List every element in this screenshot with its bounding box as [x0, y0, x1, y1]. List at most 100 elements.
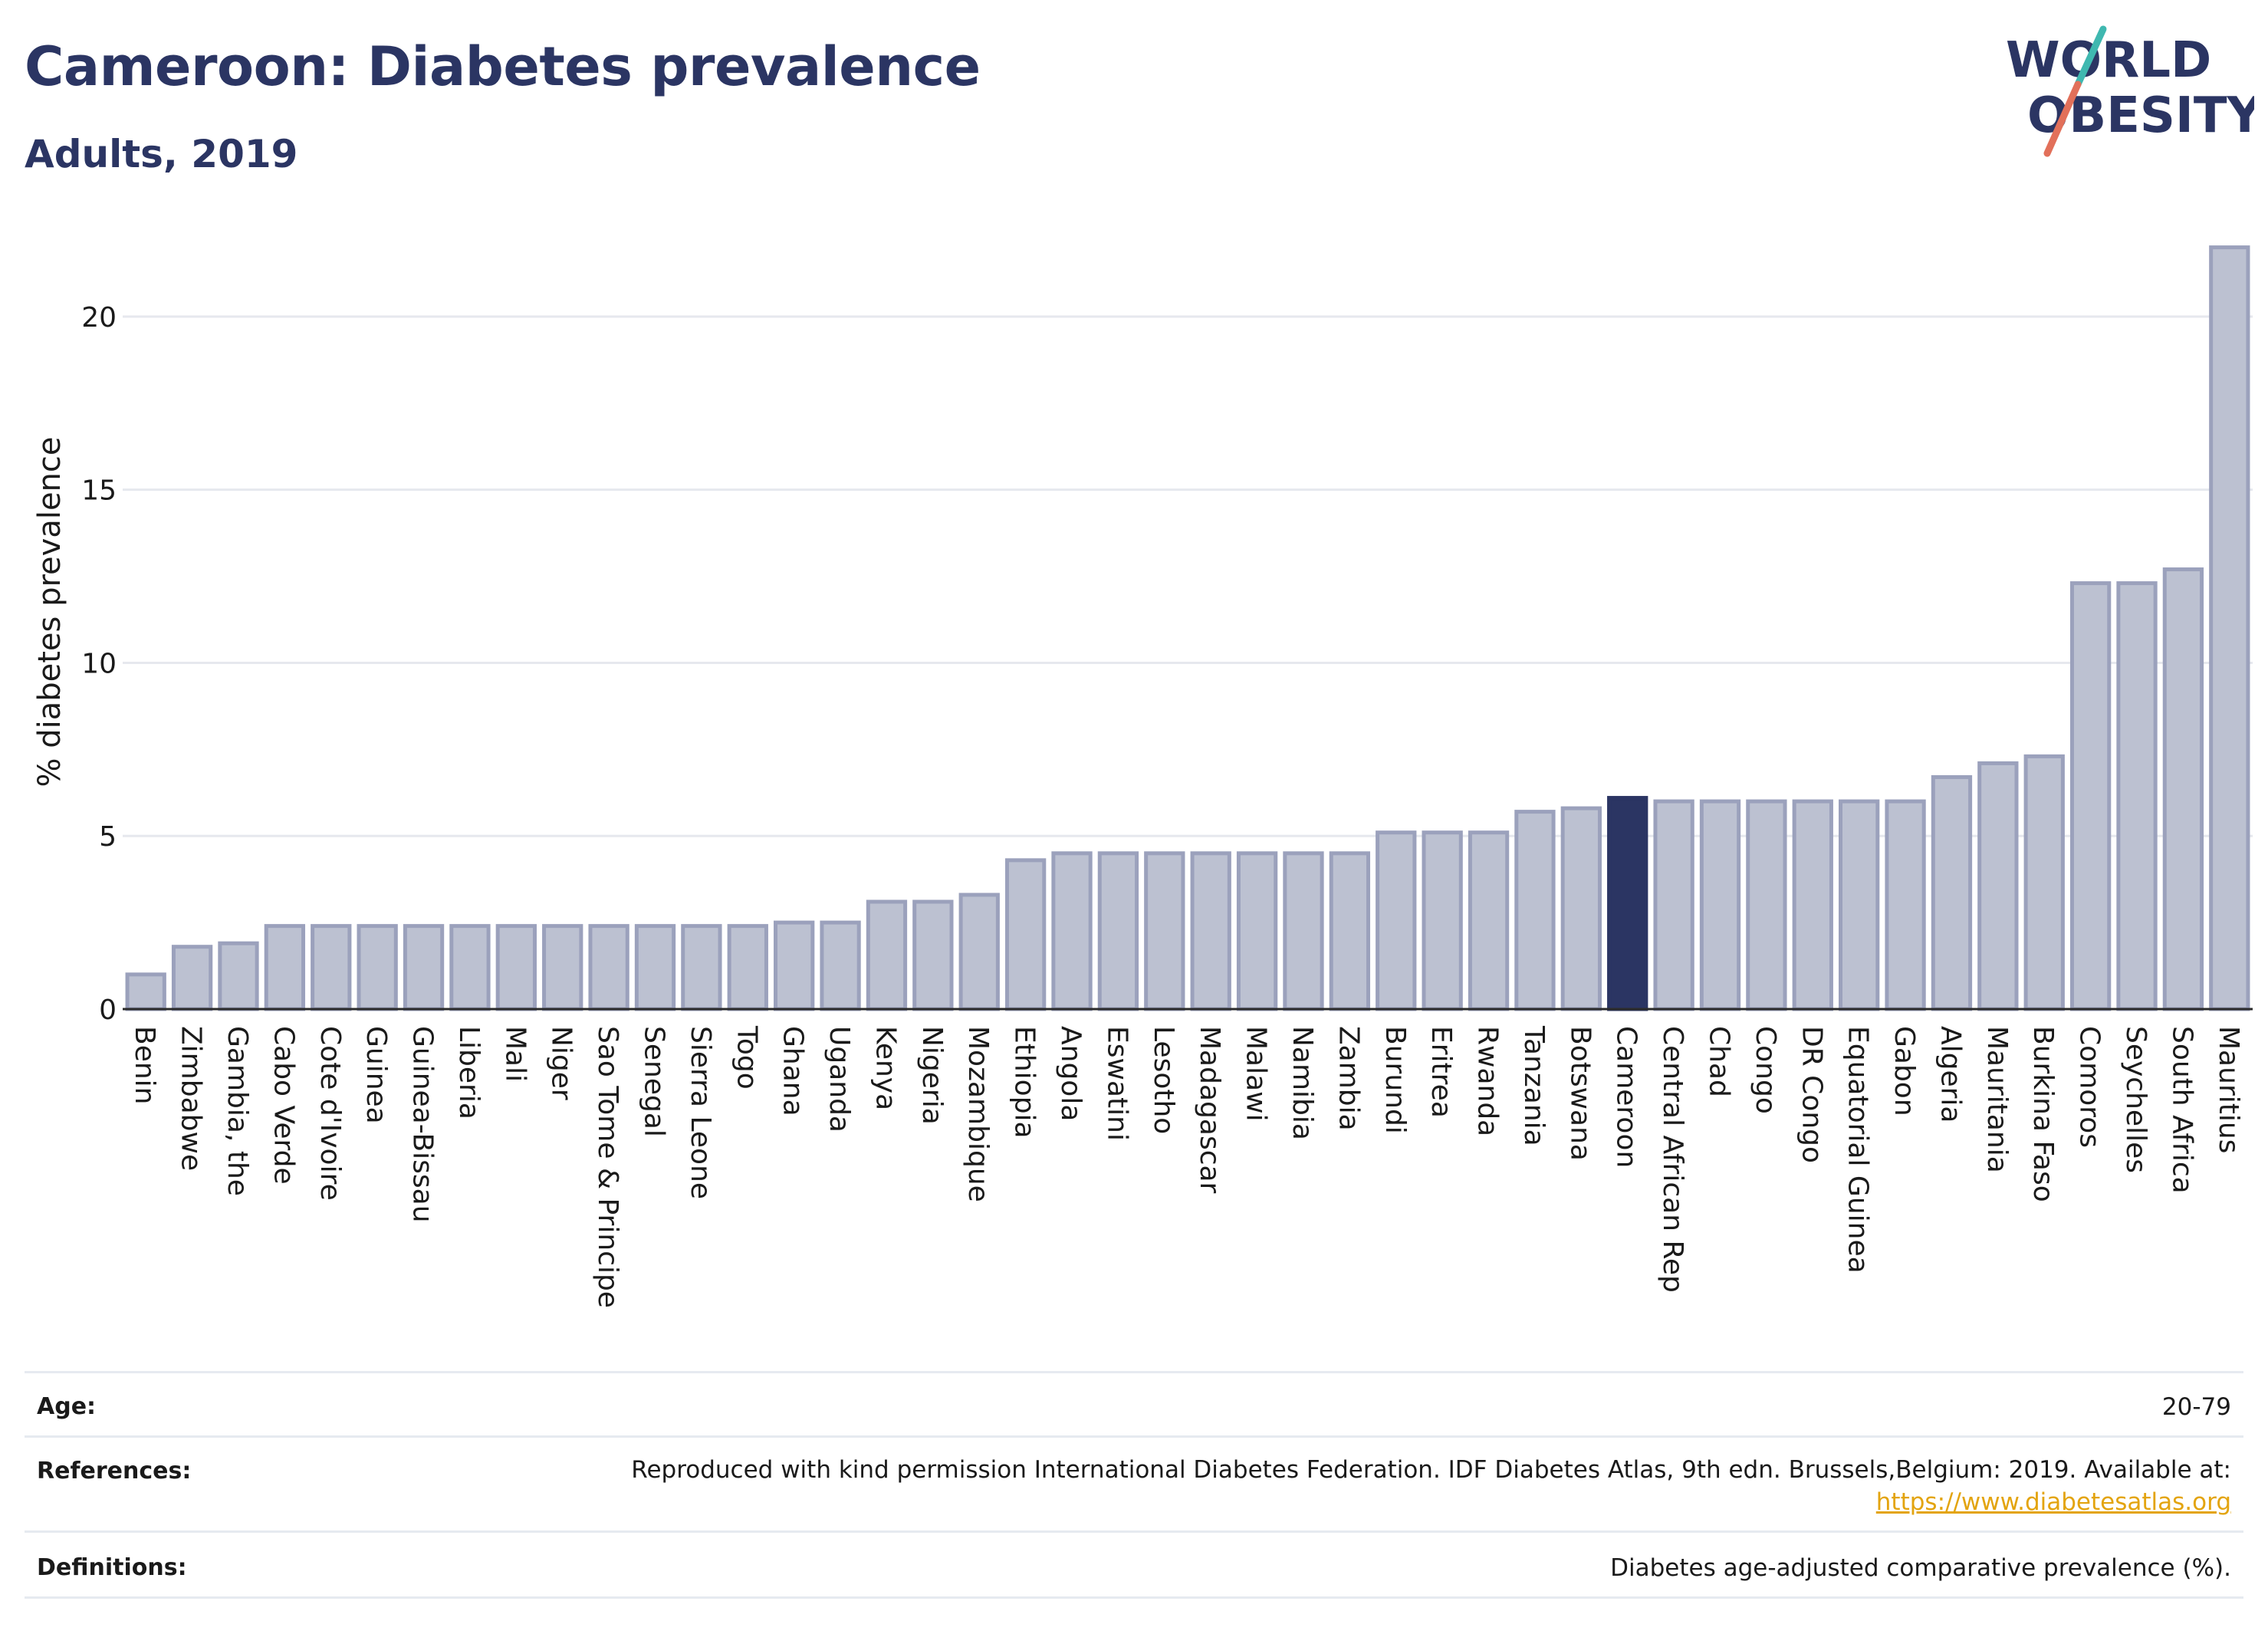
x-tick-label: Sierra Leone	[685, 1026, 716, 1199]
bar-cote-d-ivoire	[311, 924, 352, 1011]
references-link[interactable]: https://www.diabetesatlas.org	[1875, 1488, 2231, 1516]
bars	[125, 245, 2250, 1011]
bar-guinea	[357, 924, 398, 1011]
x-tick-label: Comoros	[2074, 1026, 2105, 1148]
bar-nigeria	[912, 899, 954, 1011]
bar-botswana	[1560, 806, 1602, 1011]
x-tick-label: Congo	[1750, 1026, 1781, 1114]
bar-niger	[542, 924, 583, 1011]
x-tick-label: Cabo Verde	[268, 1026, 299, 1185]
bar-cameroon	[1607, 796, 1648, 1011]
y-tick-label: 0	[99, 995, 117, 1026]
x-tick-label: Zimbabwe	[176, 1026, 207, 1171]
x-tick-label: Kenya	[869, 1026, 901, 1110]
bar-sierra-leone	[681, 924, 722, 1011]
bar-comoros	[2069, 581, 2112, 1011]
x-tick-label: Mauritania	[1981, 1026, 2013, 1173]
x-tick-label: Botswana	[1564, 1026, 1596, 1161]
y-tick-label: 5	[99, 821, 117, 853]
bar-burkina-faso	[2023, 754, 2065, 1011]
x-tick-label: Algeria	[1934, 1026, 1966, 1123]
x-tick-label: Angola	[1055, 1026, 1086, 1121]
bar-benin	[125, 972, 166, 1011]
definitions-label: Definitions:	[37, 1554, 187, 1581]
bar-ghana	[774, 920, 815, 1011]
category-labels: Benin Zimbabwe Gambia, the Cabo Verde Cote d…	[129, 1025, 2244, 1308]
logo-slash-bottom	[2043, 81, 2082, 157]
x-tick-label: Cote d'Ivoire	[314, 1026, 346, 1201]
bar-dr-congo	[1792, 799, 1833, 1011]
bar-liberia	[449, 924, 491, 1011]
age-row: Age: 20-79	[25, 1371, 2243, 1438]
y-tick-label: 10	[81, 648, 117, 679]
x-tick-label: Sao Tome & Principe	[592, 1026, 623, 1308]
logo-text-line1: WORLD	[2006, 32, 2211, 89]
bar-seychelles	[2116, 581, 2158, 1011]
references-row: References: Reproduced with kind permiss…	[25, 1435, 2243, 1533]
age-label: Age:	[37, 1393, 97, 1420]
x-tick-label: Ghana	[777, 1026, 809, 1116]
bar-algeria	[1931, 774, 1973, 1011]
bar-mali	[495, 924, 537, 1011]
age-value: 20-79	[2161, 1393, 2231, 1421]
world-obesity-logo: WORLD OBESITY	[2006, 25, 2254, 157]
x-tick-label: Uganda	[823, 1026, 855, 1133]
bar-zimbabwe	[171, 945, 213, 1011]
bar-mozambique	[958, 893, 1000, 1011]
x-tick-label: Gabon	[1888, 1026, 1920, 1116]
x-tick-label: Nigeria	[916, 1026, 948, 1125]
x-tick-label: Central African Rep	[1657, 1026, 1688, 1293]
y-tick-label: 20	[81, 302, 117, 334]
references-label: References:	[37, 1458, 192, 1484]
x-tick-label: Namibia	[1287, 1026, 1318, 1140]
bar-angola	[1051, 851, 1093, 1011]
bar-ethiopia	[1004, 858, 1047, 1011]
info-bottom-rule	[25, 1596, 2243, 1599]
bar-sao-tome-principe	[588, 924, 629, 1011]
references-text: Reproduced with kind permission Internat…	[631, 1456, 2231, 1484]
bar-cabo-verde	[264, 924, 306, 1011]
x-tick-label: Guinea	[360, 1026, 392, 1124]
x-tick-label: Tanzania	[1518, 1025, 1550, 1146]
bar-malawi	[1236, 851, 1278, 1011]
x-tick-label: Mauritius	[2213, 1026, 2244, 1153]
bar-tanzania	[1514, 810, 1556, 1011]
x-tick-label: Chad	[1704, 1026, 1735, 1097]
x-tick-label: Burundi	[1379, 1026, 1411, 1134]
y-axis-label: % diabetes prevalence	[32, 436, 67, 787]
bar-zambia	[1329, 851, 1371, 1011]
bar-chart: 0 5 10 15 20 Benin Zimbabwe Gambia, the Cabo Ve…	[32, 245, 2253, 1308]
bar-guinea-bissau	[403, 924, 445, 1011]
x-tick-label: Senegal	[639, 1026, 670, 1137]
bar-mauritius	[2209, 245, 2250, 1011]
bar-eritrea	[1422, 830, 1463, 1011]
bar-gabon	[1885, 799, 1926, 1011]
x-tick-label: Eritrea	[1425, 1026, 1457, 1118]
x-tick-label: Togo	[731, 1025, 762, 1090]
bar-rwanda	[1468, 830, 1510, 1011]
bar-central-african-rep	[1653, 799, 1694, 1011]
bar-chad	[1699, 799, 1741, 1011]
y-tick-label: 15	[81, 475, 117, 507]
axes: 0 5 10 15 20	[81, 302, 2253, 1026]
x-tick-label: Equatorial Guinea	[1842, 1026, 1874, 1274]
bar-senegal	[634, 924, 676, 1011]
bar-kenya	[866, 899, 908, 1011]
x-tick-label: Mali	[499, 1026, 531, 1082]
x-tick-label: Seychelles	[2120, 1026, 2151, 1173]
x-tick-label: Niger	[546, 1026, 577, 1100]
x-tick-label: Eswatini	[1101, 1026, 1132, 1141]
x-tick-label: South Africa	[2166, 1026, 2197, 1194]
x-tick-label: Rwanda	[1472, 1026, 1504, 1136]
x-tick-label: Mozambique	[962, 1026, 994, 1202]
x-tick-label: Malawi	[1241, 1026, 1272, 1122]
x-tick-label: Gambia, the	[222, 1026, 253, 1196]
x-tick-label: Liberia	[453, 1026, 485, 1119]
x-tick-label: DR Congo	[1796, 1026, 1827, 1163]
definitions-row: Definitions: Diabetes age-adjusted compa…	[25, 1530, 2243, 1599]
chart-title: Cameroon: Diabetes prevalence	[25, 35, 981, 98]
x-tick-label: Ethiopia	[1009, 1026, 1040, 1139]
grid-lines	[123, 315, 2253, 837]
bar-togo	[727, 924, 768, 1011]
bar-gambia-the	[218, 941, 259, 1011]
